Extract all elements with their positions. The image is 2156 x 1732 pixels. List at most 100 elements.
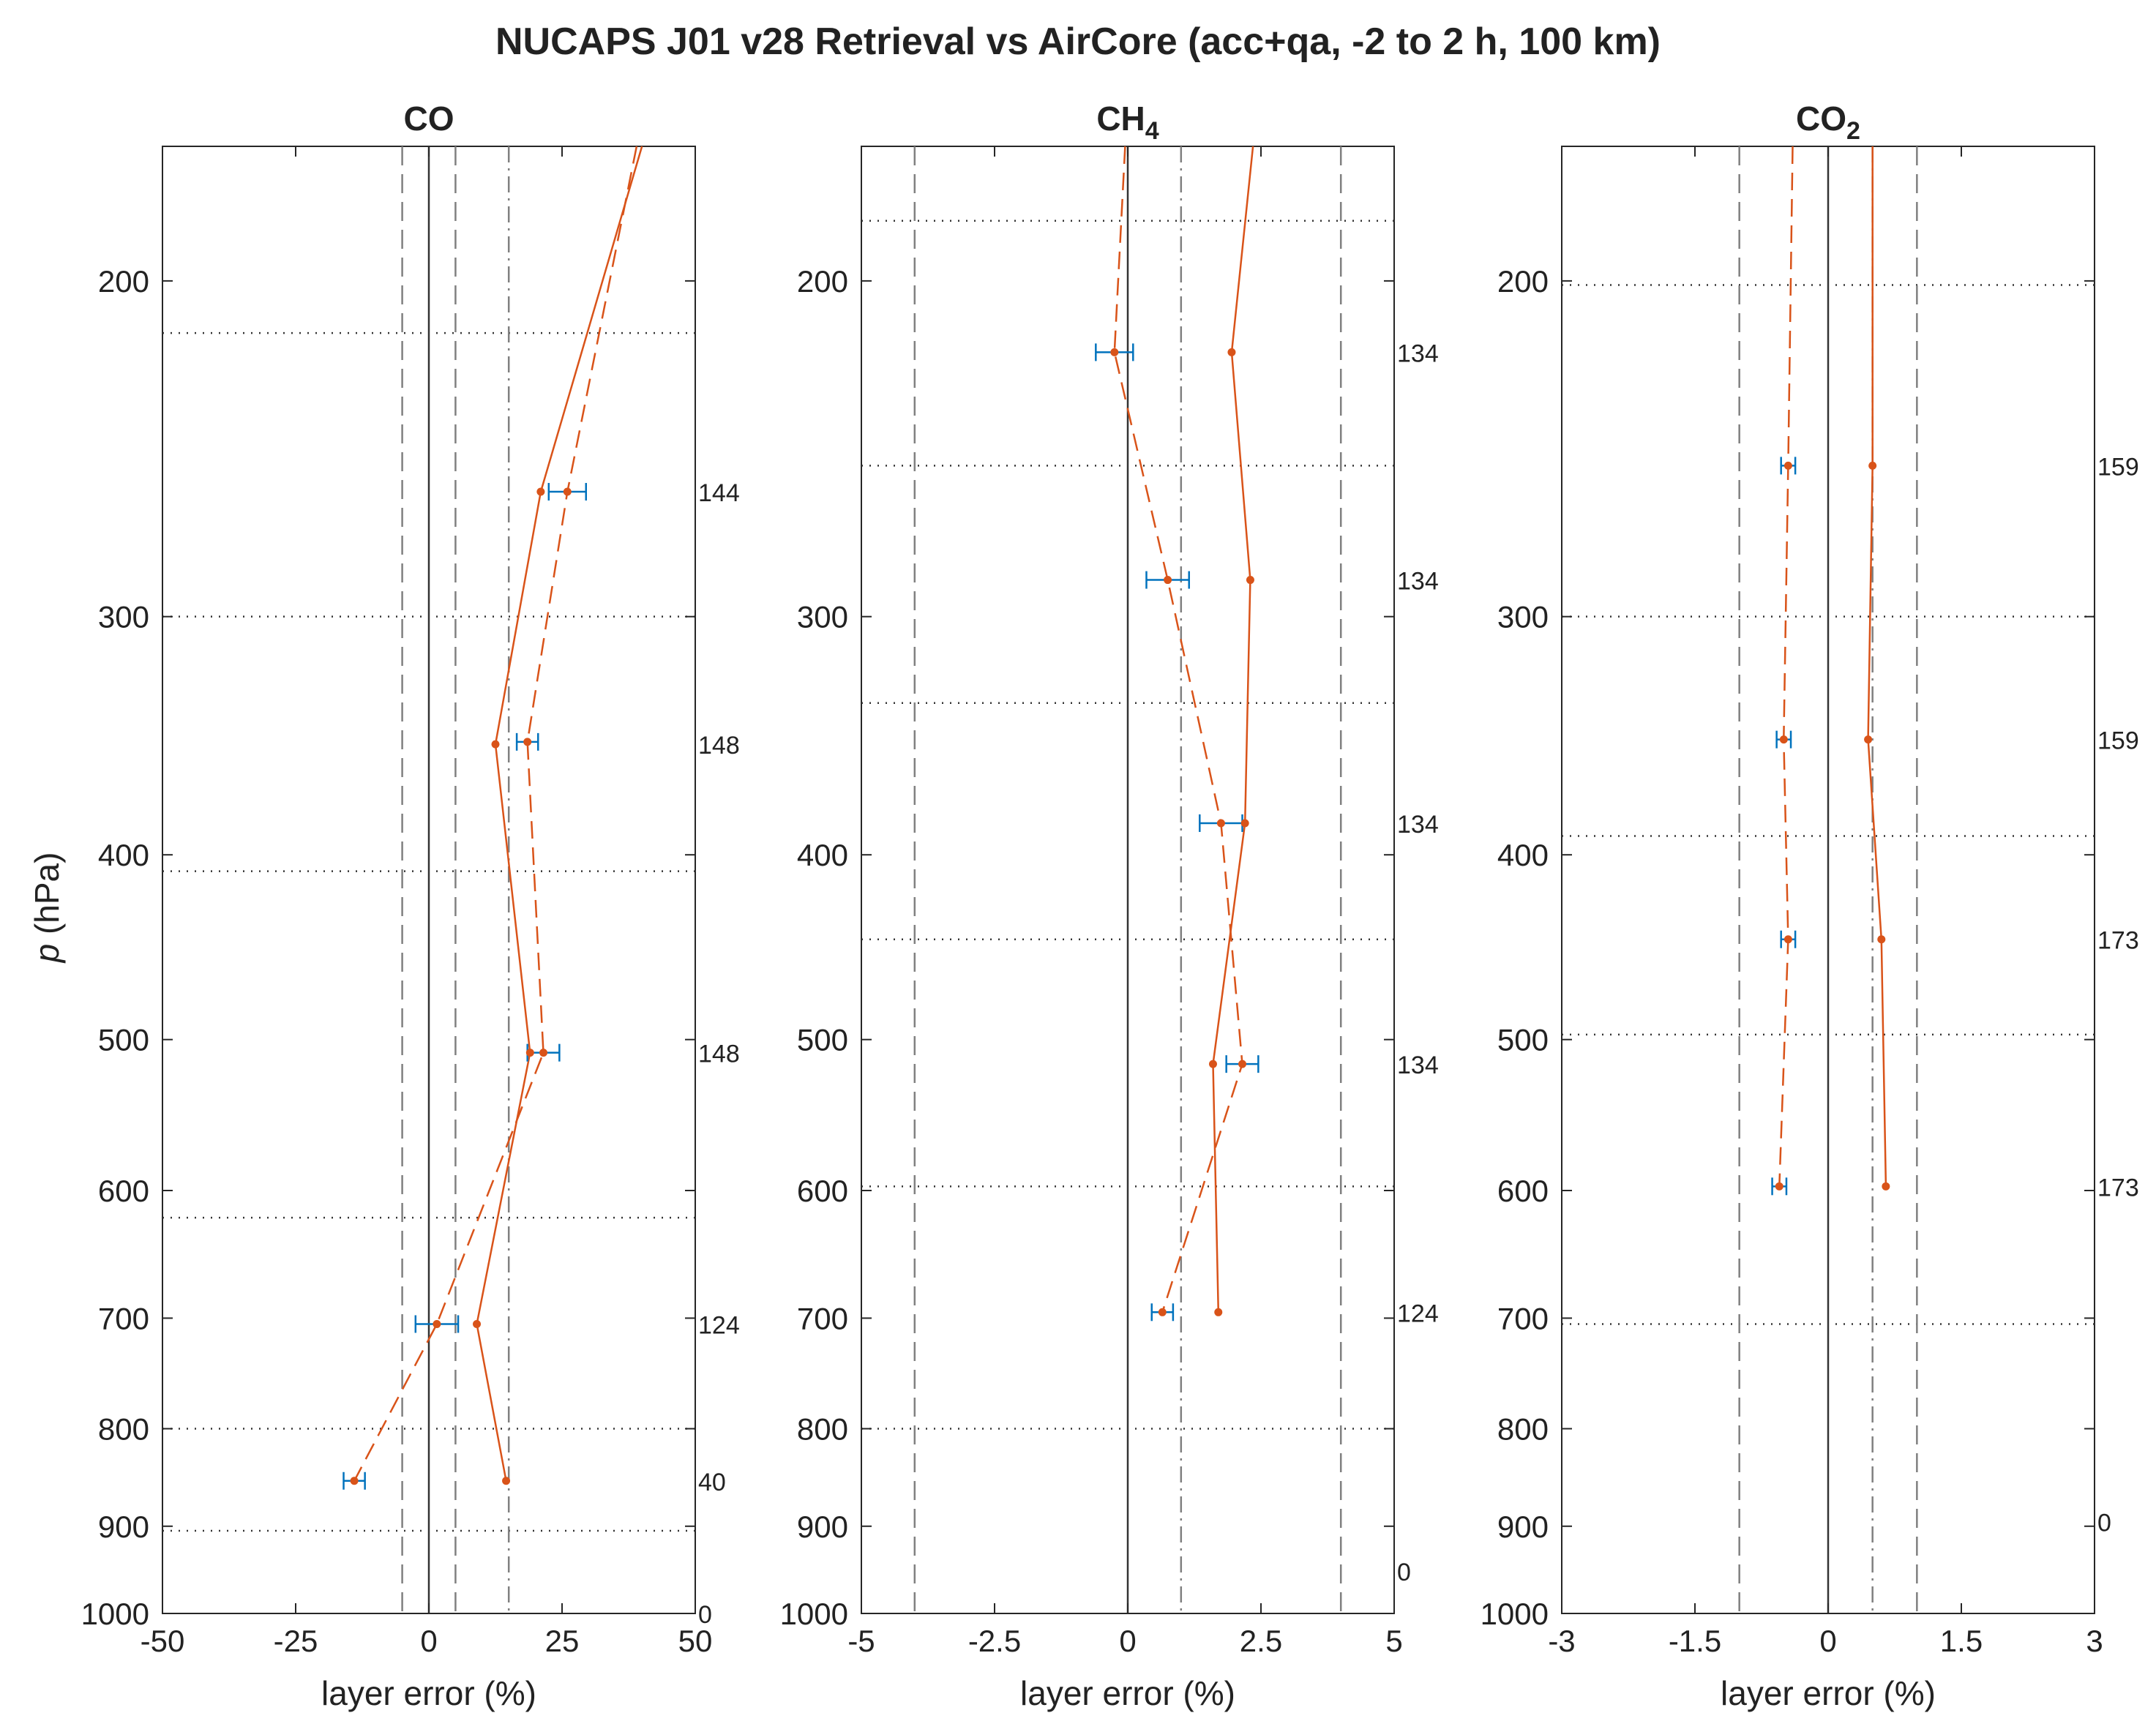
x-tick-label: 50 bbox=[678, 1624, 713, 1658]
x-tick-label: -50 bbox=[141, 1624, 185, 1658]
x-tick-label: -3 bbox=[1548, 1624, 1575, 1658]
y-tick-label: 800 bbox=[797, 1412, 848, 1447]
panels: -50 -25 0 25 5020030040050060070080090010001… bbox=[81, 100, 2139, 1712]
y-tick-label: 800 bbox=[1497, 1412, 1549, 1447]
x-tick-label: 0 bbox=[1119, 1624, 1136, 1658]
y-tick-label: 600 bbox=[1497, 1174, 1549, 1208]
panel-title-co2: CO2 bbox=[1796, 100, 1860, 145]
y-tick-label: 1000 bbox=[780, 1597, 848, 1631]
y-tick-label: 400 bbox=[797, 838, 848, 872]
y-tick-label: 700 bbox=[797, 1301, 848, 1335]
data-point bbox=[1214, 1308, 1223, 1316]
panel-title-ch4: CH4 bbox=[1096, 100, 1159, 145]
data-point bbox=[523, 738, 532, 746]
sample-count-label: 0 bbox=[2097, 1509, 2111, 1537]
panel-title-main: CO bbox=[404, 100, 454, 138]
x-tick-label: -2.5 bbox=[968, 1624, 1021, 1658]
y-tick-label: 900 bbox=[797, 1510, 848, 1544]
sample-count-label: 173 bbox=[2097, 927, 2139, 955]
y-tick-label: 400 bbox=[98, 838, 149, 872]
y-tick-label: 700 bbox=[1497, 1301, 1549, 1335]
data-point bbox=[536, 487, 545, 496]
y-axis-label-symbol: p bbox=[28, 944, 66, 964]
series-line-solid bbox=[476, 146, 643, 1482]
data-point bbox=[1246, 576, 1254, 585]
x-axis-label: layer error (%) bbox=[321, 1674, 536, 1712]
sample-count-label: 148 bbox=[698, 1041, 740, 1068]
y-axis-label: p (hPa) bbox=[28, 852, 66, 964]
x-tick-label: 3 bbox=[2086, 1624, 2103, 1658]
x-tick-label: 0 bbox=[1819, 1624, 1836, 1658]
data-point bbox=[1877, 935, 1886, 944]
x-axis-label: layer error (%) bbox=[1721, 1674, 1936, 1712]
y-tick-label: 500 bbox=[98, 1023, 149, 1057]
series-line-dashed bbox=[1113, 146, 1243, 1313]
sample-count-label: 148 bbox=[698, 732, 740, 760]
sample-count-label: 134 bbox=[1397, 340, 1439, 367]
y-tick-label: 900 bbox=[98, 1510, 149, 1544]
series-line-solid bbox=[1212, 146, 1254, 1313]
data-point bbox=[1864, 735, 1873, 744]
data-point bbox=[525, 1049, 534, 1057]
sample-count-label: 124 bbox=[1397, 1300, 1439, 1327]
y-tick-label: 800 bbox=[98, 1412, 149, 1447]
y-axis-label-units: (hPa) bbox=[28, 852, 66, 944]
data-point bbox=[1227, 348, 1236, 356]
sample-count-label: 134 bbox=[1397, 568, 1439, 596]
data-point bbox=[1238, 1060, 1247, 1068]
data-point bbox=[502, 1477, 511, 1485]
y-tick-label: 700 bbox=[98, 1301, 149, 1335]
y-tick-label: 600 bbox=[98, 1174, 149, 1208]
data-point bbox=[1110, 348, 1119, 356]
data-point bbox=[1882, 1182, 1890, 1191]
figure-title: NUCAPS J01 v28 Retrieval vs AirCore (acc… bbox=[495, 20, 1661, 63]
sample-count-label: 124 bbox=[698, 1311, 740, 1339]
data-point bbox=[539, 1049, 548, 1057]
sample-count-label: 134 bbox=[1397, 811, 1439, 839]
y-tick-label: 1000 bbox=[81, 1597, 149, 1631]
y-tick-label: 300 bbox=[1497, 600, 1549, 634]
data-point bbox=[1779, 735, 1788, 744]
y-tick-label: 400 bbox=[1497, 838, 1549, 872]
sample-count-label: 0 bbox=[698, 1601, 712, 1629]
sample-count-label: 159 bbox=[2097, 453, 2139, 481]
data-point bbox=[491, 740, 500, 749]
panel-title-co: CO bbox=[404, 100, 454, 138]
x-tick-label: -25 bbox=[274, 1624, 318, 1658]
x-tick-label: 2.5 bbox=[1240, 1624, 1282, 1658]
y-tick-label: 200 bbox=[797, 264, 848, 299]
panel-title-main: CO bbox=[1796, 100, 1846, 138]
data-point bbox=[1775, 1182, 1783, 1191]
data-point bbox=[1216, 819, 1225, 828]
x-tick-label: 0 bbox=[420, 1624, 437, 1658]
data-point bbox=[433, 1319, 441, 1328]
data-point bbox=[1783, 935, 1792, 944]
sample-count-label: 144 bbox=[698, 479, 740, 507]
y-tick-label: 200 bbox=[1497, 264, 1549, 299]
data-point bbox=[1783, 461, 1792, 470]
sample-count-label: 134 bbox=[1397, 1051, 1439, 1079]
sample-count-label: 173 bbox=[2097, 1174, 2139, 1201]
x-tick-label: -5 bbox=[847, 1624, 875, 1658]
y-tick-label: 500 bbox=[797, 1023, 848, 1057]
data-point bbox=[350, 1477, 359, 1485]
x-tick-label: 1.5 bbox=[1940, 1624, 1983, 1658]
x-tick-label: 25 bbox=[545, 1624, 580, 1658]
data-point bbox=[1208, 1060, 1217, 1068]
x-tick-label: -1.5 bbox=[1669, 1624, 1721, 1658]
panel-title-subscript: 2 bbox=[1846, 117, 1860, 145]
y-tick-label: 600 bbox=[797, 1174, 848, 1208]
sample-count-label: 159 bbox=[2097, 727, 2139, 755]
data-point bbox=[473, 1319, 482, 1328]
sample-count-label: 0 bbox=[1397, 1559, 1411, 1586]
panel-co2: -3 -1.5 0 1.5 3 200 300 400 500 600 700 800 900 1000 1… bbox=[1481, 100, 2139, 1712]
data-point bbox=[1164, 576, 1172, 585]
y-tick-label: 1000 bbox=[1481, 1597, 1549, 1631]
x-tick-label: 5 bbox=[1385, 1624, 1402, 1658]
x-axis-label: layer error (%) bbox=[1020, 1674, 1235, 1712]
y-tick-label: 300 bbox=[98, 600, 149, 634]
series-line-dashed bbox=[353, 146, 638, 1482]
y-tick-label: 900 bbox=[1497, 1510, 1549, 1544]
